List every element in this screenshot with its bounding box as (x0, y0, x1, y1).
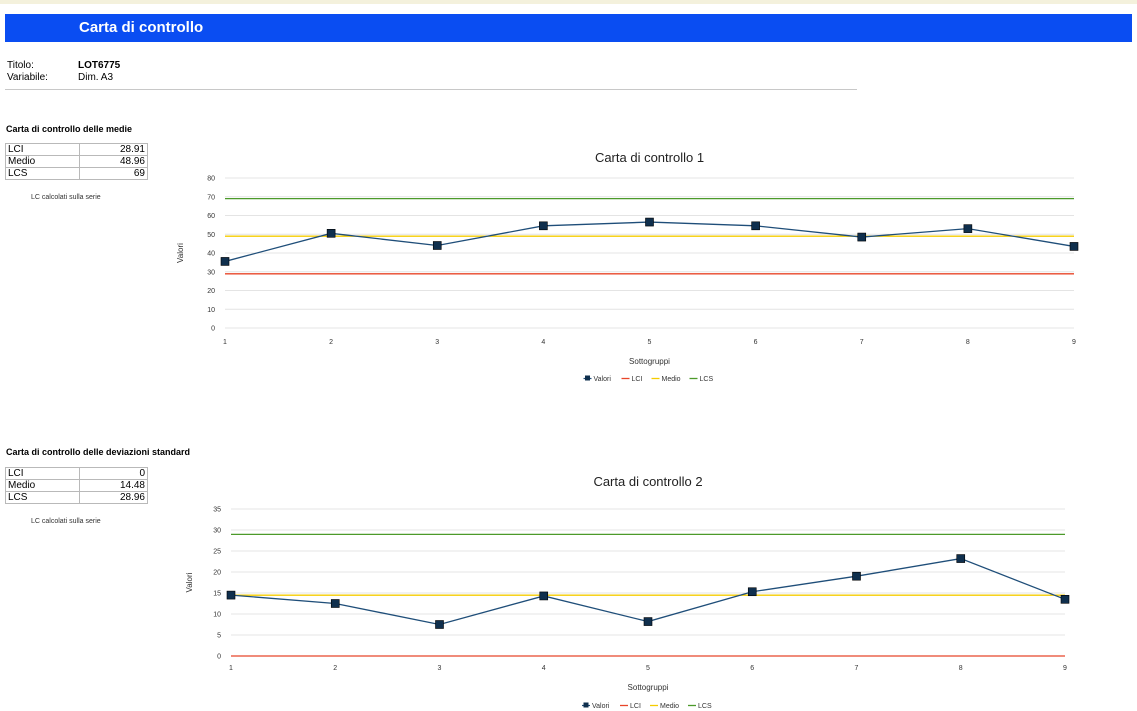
data-point (1060, 594, 1070, 604)
y-tick-label: 80 (207, 176, 215, 183)
row-label: LCS (5, 167, 80, 180)
data-point (432, 241, 442, 250)
x-tick-label: 3 (435, 339, 439, 346)
legend-label: LCI (630, 703, 641, 710)
lc-table-deviazioni: LCI 0 Medio 14.48 LCS 28.96 (5, 467, 149, 504)
y-tick-label: 35 (213, 507, 221, 514)
y-tick-label: 0 (217, 654, 221, 661)
legend-label: LCS (698, 703, 712, 710)
y-tick-label: 30 (207, 269, 215, 276)
legend-label: Medio (662, 376, 681, 383)
x-tick-label: 5 (648, 339, 652, 346)
legend-marker (583, 702, 589, 708)
x-tick-label: 4 (541, 339, 545, 346)
row-value: 28.96 (78, 491, 149, 504)
meta-variabile: Variabile: Dim. A3 (7, 72, 113, 83)
x-tick-label: 9 (1063, 665, 1067, 672)
meta-titolo: Titolo: LOT6775 (7, 60, 120, 71)
x-tick-label: 4 (542, 665, 546, 672)
y-tick-label: 0 (211, 326, 215, 333)
page-title: Carta di controllo (79, 19, 204, 36)
y-tick-label: 20 (207, 288, 215, 295)
data-point (326, 229, 336, 238)
chart-title: Carta di controllo 2 (593, 474, 702, 489)
data-point (435, 620, 444, 629)
table-row: LCS 28.96 (5, 491, 149, 504)
legend-label: LCS (700, 376, 714, 383)
y-axis-label: Valori (176, 243, 185, 263)
legend-label: Valori (594, 376, 612, 383)
row-value: 69 (78, 167, 149, 180)
legend-marker (585, 375, 590, 381)
data-point (645, 217, 654, 227)
y-tick-label: 25 (213, 549, 221, 556)
y-tick-label: 5 (217, 633, 221, 640)
section-title-medie: Carta di controllo delle medie (6, 124, 133, 134)
data-point (330, 599, 340, 608)
x-tick-label: 2 (333, 665, 337, 672)
data-point (226, 590, 236, 600)
chart-title: Carta di controllo 1 (595, 150, 704, 165)
x-tick-label: 1 (229, 665, 233, 672)
x-tick-label: 2 (329, 339, 333, 346)
section-title-deviazioni: Carta di controllo delle deviazioni stan… (6, 447, 191, 457)
x-tick-label: 3 (438, 665, 442, 672)
data-point (852, 571, 861, 581)
lc-note-medie: LC calcolati sulla serie (31, 194, 101, 201)
legend-label: LCI (632, 376, 643, 383)
data-point (956, 554, 966, 563)
x-tick-label: 6 (750, 665, 754, 672)
divider (5, 89, 857, 90)
y-tick-label: 15 (213, 591, 221, 598)
x-tick-label: 1 (223, 339, 227, 346)
table-row: Medio 14.48 (5, 479, 149, 492)
page-title-bar: Carta di controllo (5, 14, 1132, 42)
data-point (963, 224, 973, 233)
lc-table-medie: LCI 28.91 Medio 48.96 LCS 69 (5, 143, 149, 180)
table-row: LCI 0 (5, 467, 149, 480)
x-tick-label: 8 (959, 665, 963, 672)
data-point (857, 232, 867, 242)
y-tick-label: 20 (213, 570, 221, 577)
data-point (747, 587, 757, 597)
data-point (539, 591, 549, 601)
row-label: LCS (5, 491, 80, 504)
x-tick-label: 7 (860, 339, 864, 346)
x-tick-label: 8 (966, 339, 970, 346)
data-point (1069, 242, 1079, 251)
y-tick-label: 60 (207, 213, 215, 220)
series-line-valori (224, 221, 1075, 263)
y-tick-label: 30 (213, 528, 221, 535)
data-point (643, 617, 653, 626)
x-axis-label: Sottogruppi (628, 683, 669, 692)
x-tick-label: 9 (1072, 339, 1076, 346)
y-axis-label: Valori (185, 572, 194, 592)
x-tick-label: 7 (855, 665, 859, 672)
titolo-value: LOT6775 (78, 60, 121, 71)
data-point (539, 221, 548, 231)
data-point (751, 221, 760, 231)
y-tick-label: 50 (207, 232, 215, 239)
x-axis-label: Sottogruppi (629, 357, 670, 366)
y-tick-label: 10 (207, 307, 215, 314)
table-row: Medio 48.96 (5, 155, 149, 168)
y-tick-label: 40 (207, 251, 215, 258)
table-row: LCS 69 (5, 167, 149, 180)
top-strip (0, 0, 1137, 4)
y-tick-label: 70 (207, 194, 215, 201)
data-point (220, 257, 230, 266)
legend-label: Valori (592, 703, 610, 710)
x-tick-label: 6 (754, 339, 758, 346)
titolo-label: Titolo: (7, 60, 34, 71)
series-line-valori (230, 557, 1066, 626)
variabile-value: Dim. A3 (78, 72, 114, 83)
legend-label: Medio (660, 703, 679, 710)
x-tick-label: 5 (646, 665, 650, 672)
y-tick-label: 10 (213, 612, 221, 619)
lc-note-deviazioni: LC calcolati sulla serie (31, 518, 101, 525)
variabile-label: Variabile: (7, 72, 48, 83)
